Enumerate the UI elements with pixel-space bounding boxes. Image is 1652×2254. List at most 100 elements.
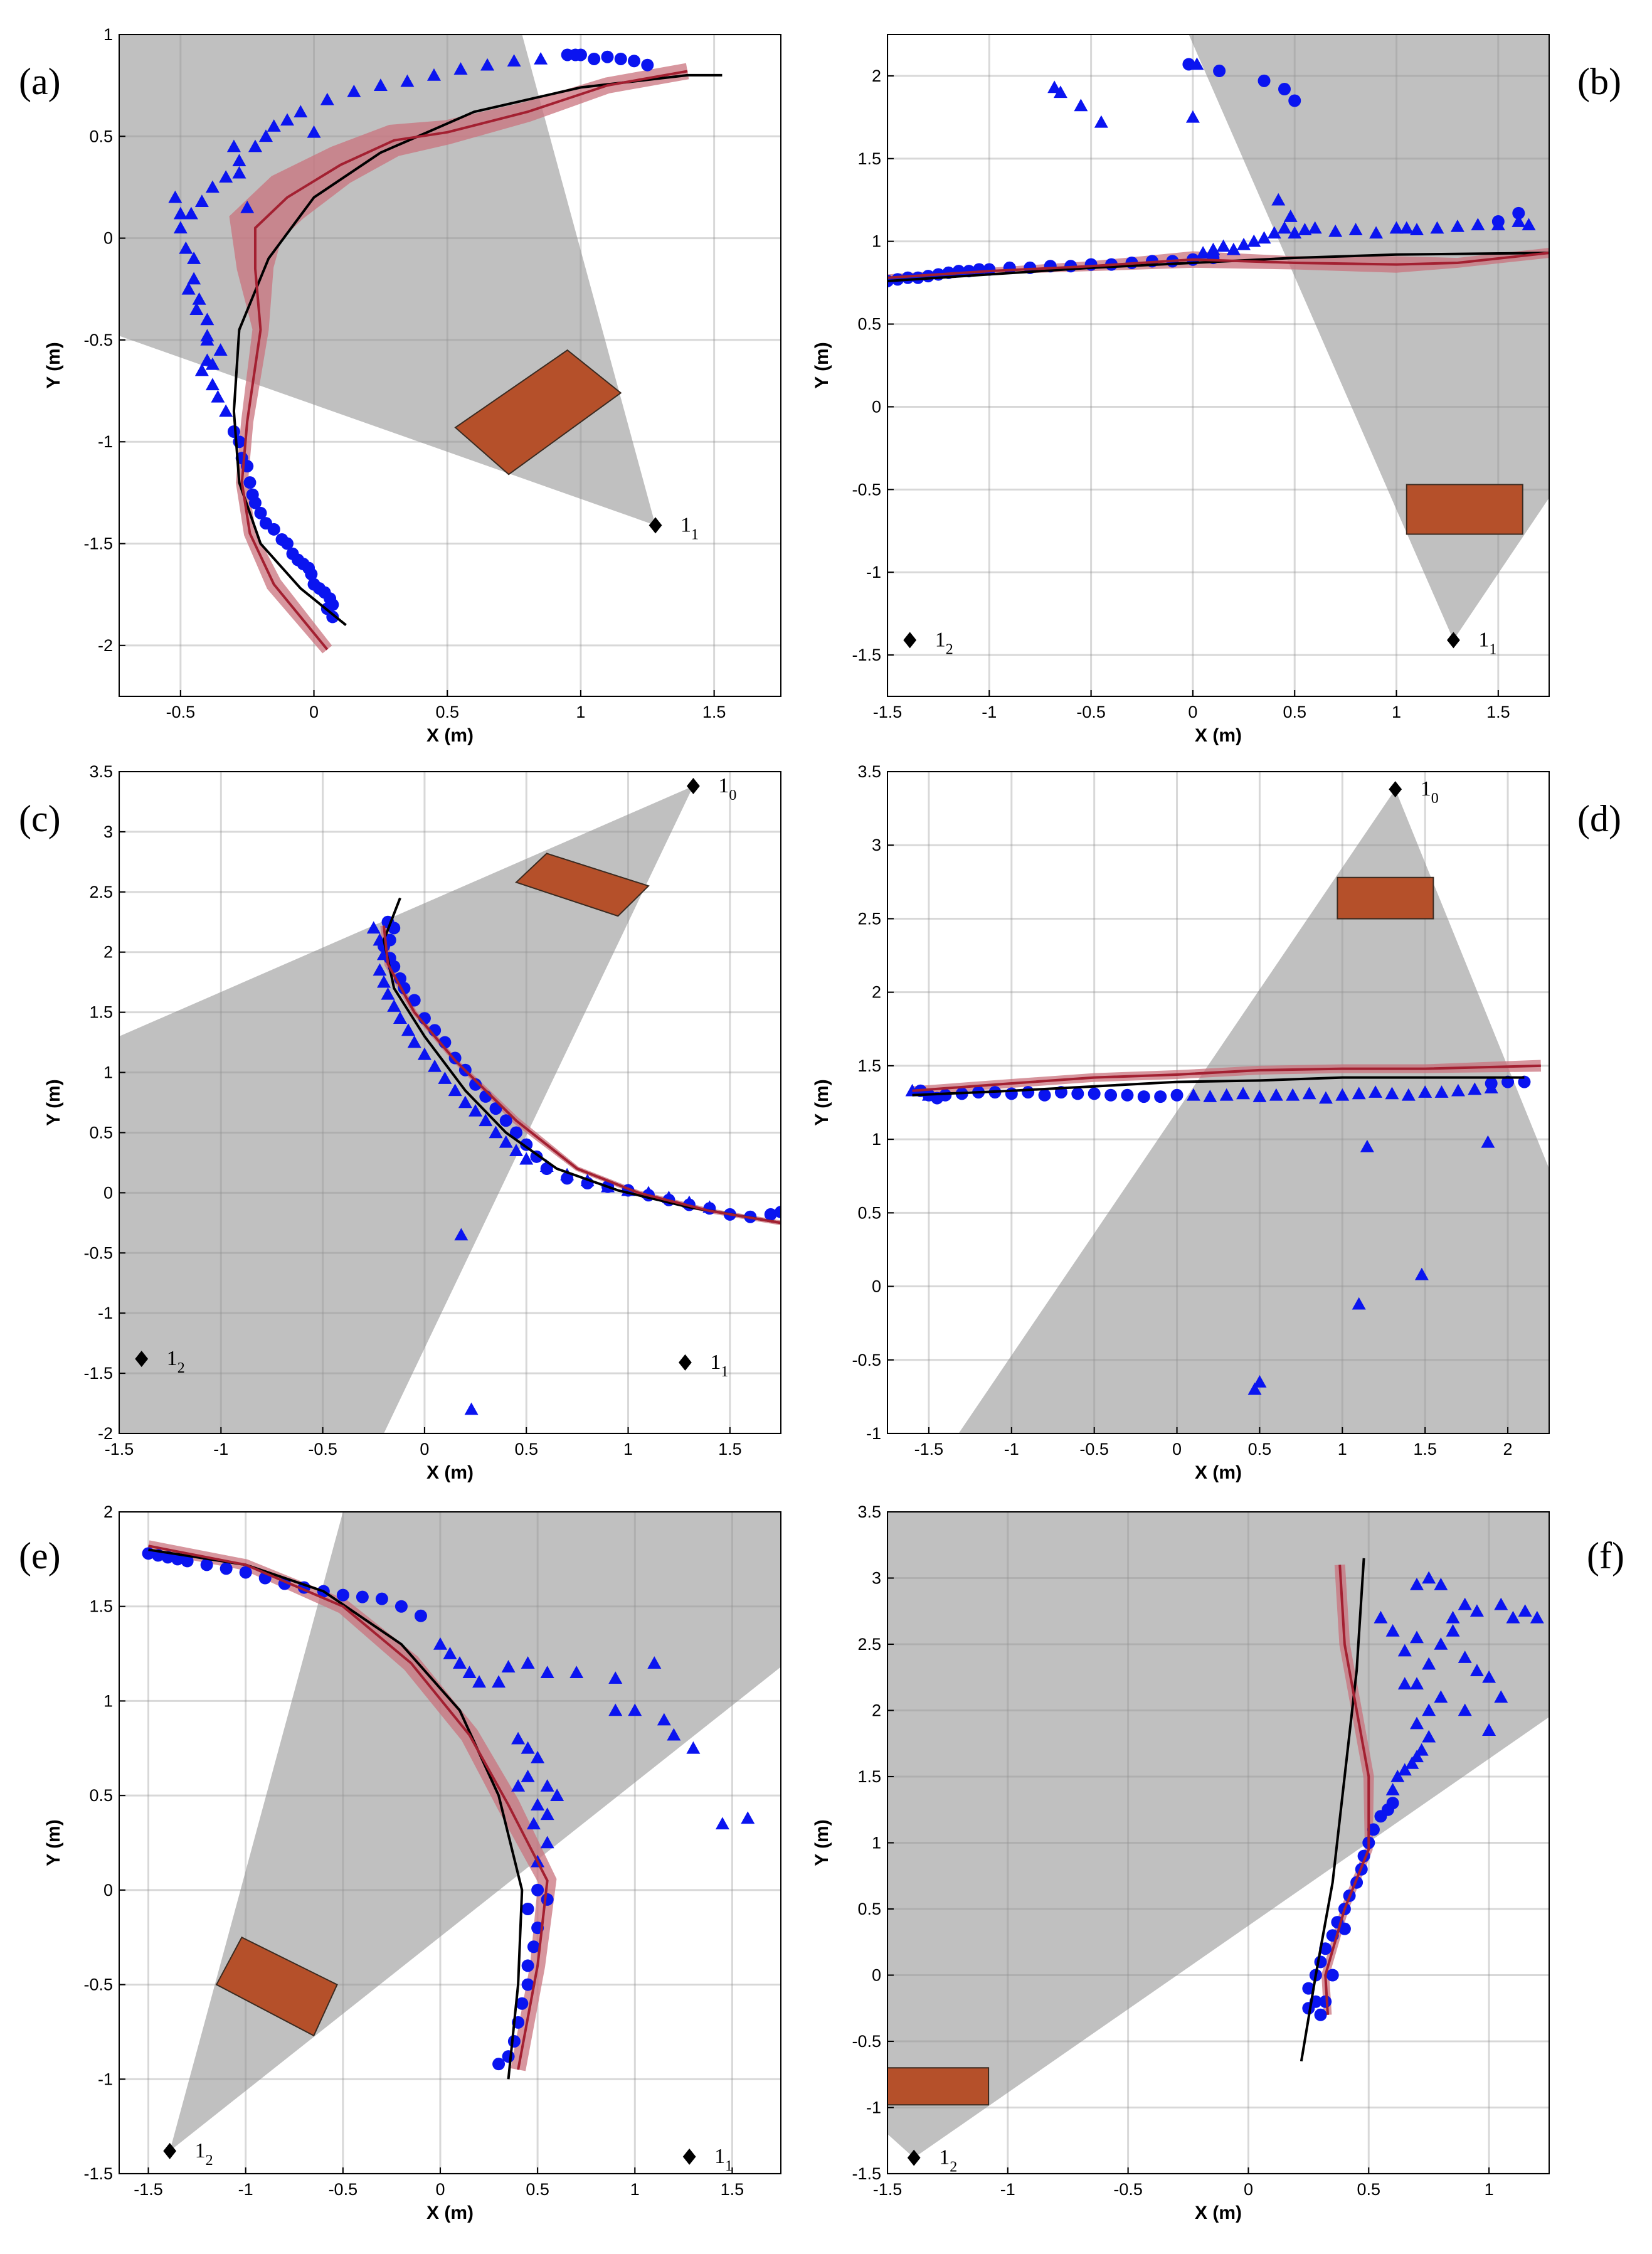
measurement-triangle bbox=[1446, 1624, 1460, 1637]
estimate-path bbox=[240, 70, 688, 651]
measurement-triangle bbox=[1257, 231, 1271, 244]
measurement-triangle bbox=[173, 206, 188, 220]
x-tick-label: 0.5 bbox=[1283, 703, 1306, 721]
y-tick-label: 3.5 bbox=[89, 762, 113, 781]
y-tick-label: -0.5 bbox=[83, 1975, 113, 1994]
measurement-triangle bbox=[192, 292, 206, 305]
measurement-triangle bbox=[219, 404, 233, 417]
measurement-circle bbox=[1367, 1823, 1380, 1836]
measurement-circle bbox=[248, 496, 262, 509]
measurement-triangle bbox=[428, 1059, 442, 1072]
y-tick-label: 2 bbox=[103, 943, 113, 962]
ground-truth-path bbox=[232, 73, 723, 626]
x-axis-label: X (m) bbox=[1195, 2203, 1242, 2223]
measurement-triangle bbox=[1247, 1382, 1262, 1395]
measurement-triangle bbox=[232, 166, 246, 179]
measurement-circle bbox=[588, 52, 601, 65]
estimate-uncertainty-band bbox=[229, 63, 689, 654]
x-tick-label: 1.5 bbox=[1413, 1440, 1437, 1459]
measurement-circle bbox=[1386, 1797, 1399, 1810]
x-tick-label: 1 bbox=[1338, 1440, 1347, 1459]
landmark-marker bbox=[163, 2142, 177, 2159]
landmark-marker bbox=[1447, 632, 1460, 649]
y-axis-label: Y (m) bbox=[43, 1079, 64, 1125]
measurement-triangle bbox=[531, 1798, 545, 1811]
estimate-path bbox=[1324, 1565, 1370, 2015]
measurement-triangle bbox=[1506, 1610, 1520, 1624]
measurement-circle bbox=[305, 568, 318, 581]
measurement-triangle bbox=[1186, 1088, 1200, 1101]
measurement-circle bbox=[561, 1172, 574, 1185]
estimate-path bbox=[912, 1064, 1541, 1092]
measurement-circle bbox=[499, 1114, 512, 1127]
measurement-circle bbox=[243, 476, 257, 489]
panel-label: (e) bbox=[19, 1535, 61, 1576]
y-tick-label: -1 bbox=[866, 1424, 881, 1443]
y-tick-label: 0 bbox=[872, 397, 881, 416]
measurement-triangle bbox=[200, 329, 214, 342]
landmark-marker bbox=[682, 2148, 696, 2165]
x-tick-label: 0 bbox=[1244, 2180, 1253, 2199]
measurement-circle bbox=[1319, 1995, 1332, 2008]
y-tick-label: 2 bbox=[103, 1502, 113, 1521]
measurement-circle bbox=[527, 1940, 540, 1954]
measurement-circle bbox=[1104, 1088, 1118, 1102]
measurement-circle bbox=[614, 52, 627, 65]
x-axis-label: X (m) bbox=[1195, 725, 1242, 746]
measurement-triangle bbox=[480, 58, 495, 71]
landmark-subscript: 2 bbox=[177, 1360, 185, 1376]
measurement-triangle bbox=[258, 129, 273, 142]
measurement-triangle bbox=[540, 1666, 554, 1679]
x-axis-label: X (m) bbox=[1195, 1462, 1242, 1483]
measurement-triangle bbox=[511, 1779, 526, 1792]
x-tick-label: -0.5 bbox=[329, 2180, 358, 2199]
measurement-triangle bbox=[232, 154, 246, 167]
measurement-circle bbox=[1491, 215, 1505, 228]
measurement-triangle bbox=[194, 363, 209, 376]
y-tick-label: 0 bbox=[103, 1183, 113, 1202]
measurement-triangle bbox=[454, 1228, 469, 1241]
measurement-triangle bbox=[479, 1114, 493, 1127]
y-tick-label: 1.5 bbox=[89, 1003, 113, 1022]
measurement-triangle bbox=[509, 1144, 523, 1157]
axes-box bbox=[119, 1511, 781, 2174]
estimate-path bbox=[887, 252, 1549, 279]
measurement-triangle bbox=[472, 1675, 487, 1688]
measurement-triangle bbox=[347, 84, 361, 97]
y-tick-label: 0 bbox=[872, 1277, 881, 1296]
panel-label: (f) bbox=[1587, 1535, 1624, 1576]
ground-truth-path bbox=[1300, 1558, 1365, 2061]
measurement-circle bbox=[181, 1555, 194, 1568]
measurement-circle bbox=[1170, 1088, 1183, 1102]
measurement-circle bbox=[1512, 206, 1525, 220]
measurement-circle bbox=[939, 1088, 952, 1102]
measurement-triangle bbox=[280, 113, 295, 126]
measurement-triangle bbox=[426, 68, 441, 81]
measurement-triangle bbox=[1518, 1604, 1532, 1617]
y-tick-label: 1 bbox=[872, 1834, 881, 1853]
measurement-triangle bbox=[1481, 1135, 1495, 1148]
chart-panel-4: 10-1.5 -1 -0.5 0 0.5 1 1.5 23.532.521.510.50-0.… bbox=[812, 762, 1621, 1483]
measurement-circle bbox=[336, 1588, 349, 1602]
measurement-circle bbox=[200, 1558, 213, 1571]
y-tick-label: 3 bbox=[872, 836, 881, 854]
measurement-circle bbox=[1278, 83, 1291, 96]
measurement-circle bbox=[356, 1590, 369, 1603]
x-tick-label: 1 bbox=[623, 1440, 633, 1459]
measurement-triangle bbox=[1286, 1088, 1300, 1101]
measurement-triangle bbox=[521, 1770, 535, 1782]
measurement-circle bbox=[1182, 58, 1195, 71]
measurement-triangle bbox=[741, 1811, 755, 1824]
measurement-circle bbox=[227, 425, 240, 438]
field-of-view bbox=[958, 789, 1549, 1433]
measurement-triangle bbox=[534, 51, 548, 65]
measurement-triangle bbox=[1252, 1090, 1267, 1102]
measurement-triangle bbox=[1288, 226, 1302, 239]
estimate-uncertainty-band bbox=[887, 248, 1549, 281]
measurement-triangle bbox=[499, 1135, 513, 1148]
y-tick-label: 1 bbox=[103, 25, 113, 44]
measurement-triangle bbox=[226, 139, 241, 152]
y-tick-label: 0.5 bbox=[89, 1123, 113, 1142]
measurement-circle bbox=[521, 1959, 534, 1972]
